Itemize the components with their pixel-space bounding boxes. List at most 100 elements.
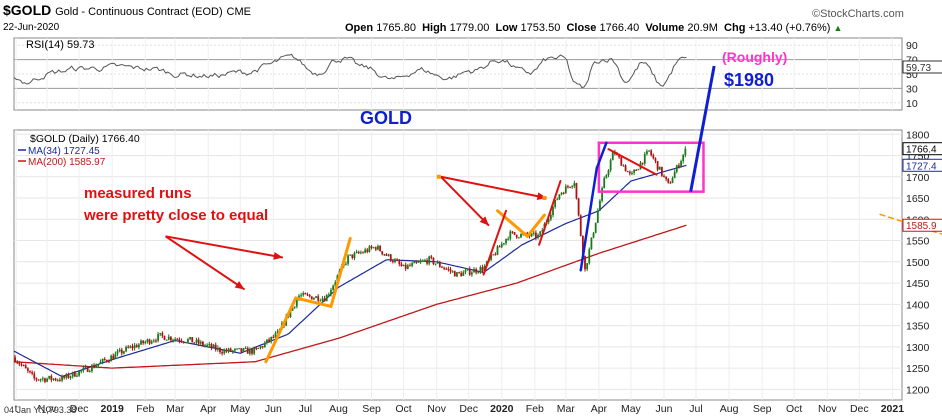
x-tick-label: Apr	[591, 403, 608, 415]
volume-label: Volume	[645, 22, 685, 34]
x-tick-label: Dec	[70, 403, 89, 415]
rsi-y-axis: 9070503010	[906, 40, 918, 110]
price-candle	[172, 339, 174, 341]
x-tick-label: Oct	[786, 403, 802, 415]
price-candle	[622, 165, 625, 167]
chg-label: Chg	[724, 22, 746, 34]
price-candle	[592, 232, 595, 238]
red-run-line	[538, 180, 562, 246]
price-candle	[539, 231, 542, 235]
symbol-title: $GOLD Gold - Continuous Contract (EOD) C…	[3, 2, 251, 18]
price-candle	[210, 344, 213, 348]
price-candle	[58, 379, 61, 381]
ma200-tag: 1585.9	[906, 221, 937, 232]
price-candle	[31, 372, 34, 374]
x-tick-label: Aug	[329, 403, 348, 415]
price-legend-main: $GOLD (Daily) 1766.40	[30, 133, 140, 145]
price-candle	[643, 154, 646, 164]
price-candle	[479, 267, 482, 273]
price-candle	[466, 268, 469, 271]
price-candle	[26, 368, 29, 371]
price-candle	[483, 265, 486, 271]
price-candle	[182, 341, 185, 343]
price-candle	[577, 198, 580, 216]
price-candle	[231, 350, 234, 352]
price-candle	[88, 371, 91, 373]
price-candle	[460, 272, 463, 276]
orange-run-line	[525, 213, 546, 238]
price-candle	[413, 261, 416, 264]
rsi-tick-label: 50	[906, 69, 918, 81]
red-arrow-head	[479, 216, 489, 226]
price-candle	[447, 268, 450, 270]
price-candle	[626, 171, 629, 173]
price-candle	[494, 254, 497, 256]
price-candle	[22, 365, 25, 367]
price-candle	[671, 178, 674, 183]
x-tick-label: 2020	[490, 403, 514, 415]
price-candle	[359, 252, 362, 254]
price-candle	[584, 255, 586, 270]
price-candle	[562, 192, 565, 194]
price-candle	[445, 268, 448, 270]
price-candle	[50, 375, 53, 380]
price-candle	[351, 254, 354, 258]
rsi-current-tag-box	[902, 60, 942, 74]
price-candle	[208, 344, 211, 346]
red-arrow	[164, 235, 246, 291]
x-tick-label: Aug	[720, 403, 739, 415]
price-candle	[513, 232, 516, 235]
red-run-line	[607, 148, 658, 176]
price-candle	[71, 371, 74, 377]
price-candle	[54, 378, 57, 381]
price-candle	[549, 215, 552, 220]
price-candle	[105, 360, 108, 362]
price-candle	[560, 192, 563, 195]
price-candle	[330, 290, 332, 295]
price-candle	[370, 246, 373, 248]
open-value: 1765.80	[376, 22, 416, 34]
price-candle	[97, 363, 100, 366]
consolidation-box	[597, 141, 705, 193]
close-tag: 1766.4	[906, 145, 937, 156]
price-candle	[184, 342, 187, 344]
x-tick-label: Apr	[200, 403, 217, 415]
price-candle	[496, 246, 499, 255]
price-candle	[646, 151, 648, 155]
blue-projection-line	[689, 65, 716, 192]
price-candle	[112, 355, 115, 359]
x-tick-label: Nov	[427, 403, 446, 415]
price-candle	[635, 169, 638, 171]
price-candle	[137, 344, 140, 348]
price-candle	[684, 148, 687, 156]
price-candle	[65, 374, 68, 378]
price-tick-label: 1700	[906, 172, 930, 184]
x-tick-label: Jul	[299, 403, 312, 415]
price-candle	[517, 237, 520, 239]
price-candle	[93, 365, 95, 368]
price-candle	[76, 375, 78, 377]
price-candle	[509, 231, 512, 239]
x-tick-label: Jul	[689, 403, 702, 415]
price-candle	[663, 175, 665, 177]
price-tick-label: 1250	[906, 363, 930, 375]
price-candle	[387, 254, 390, 256]
price-candle	[291, 307, 294, 311]
price-candle	[620, 157, 623, 166]
price-candle	[366, 249, 369, 252]
price-candle	[332, 285, 335, 291]
price-candle	[56, 379, 59, 381]
x-tick-label: Dec	[459, 403, 478, 415]
x-tick-label: Dec	[850, 403, 869, 415]
chg-up-arrow-icon: ▲	[833, 23, 843, 33]
red-arrow	[440, 176, 490, 227]
x-tick-label: May	[621, 403, 642, 415]
price-candle	[16, 362, 19, 364]
price-candle	[417, 261, 420, 263]
price-candle	[103, 358, 106, 361]
price-candle	[419, 261, 422, 263]
price-candle	[520, 233, 522, 238]
price-candle	[473, 269, 475, 273]
